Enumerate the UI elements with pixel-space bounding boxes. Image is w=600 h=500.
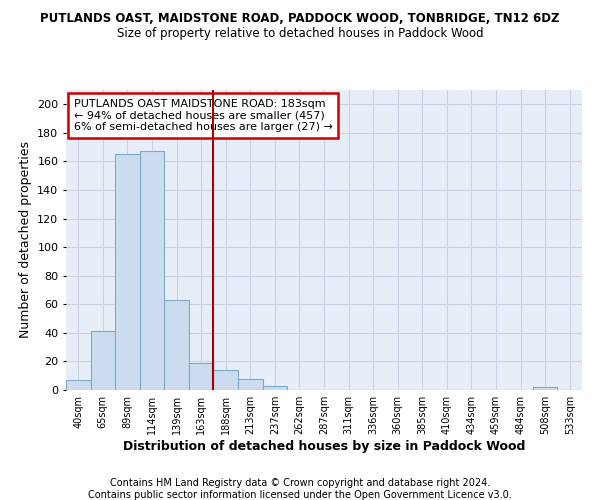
Text: Size of property relative to detached houses in Paddock Wood: Size of property relative to detached ho… bbox=[116, 28, 484, 40]
Bar bbox=[115, 154, 140, 390]
Text: PUTLANDS OAST MAIDSTONE ROAD: 183sqm
← 94% of detached houses are smaller (457)
: PUTLANDS OAST MAIDSTONE ROAD: 183sqm ← 9… bbox=[74, 99, 332, 132]
Y-axis label: Number of detached properties: Number of detached properties bbox=[19, 142, 32, 338]
Text: PUTLANDS OAST, MAIDSTONE ROAD, PADDOCK WOOD, TONBRIDGE, TN12 6DZ: PUTLANDS OAST, MAIDSTONE ROAD, PADDOCK W… bbox=[40, 12, 560, 26]
Bar bbox=[66, 380, 91, 390]
Text: Contains HM Land Registry data © Crown copyright and database right 2024.: Contains HM Land Registry data © Crown c… bbox=[110, 478, 490, 488]
Bar bbox=[91, 332, 115, 390]
Bar bbox=[164, 300, 189, 390]
Bar bbox=[238, 378, 263, 390]
Bar bbox=[214, 370, 238, 390]
Bar bbox=[263, 386, 287, 390]
Bar bbox=[189, 363, 214, 390]
Text: Contains public sector information licensed under the Open Government Licence v3: Contains public sector information licen… bbox=[88, 490, 512, 500]
Bar bbox=[140, 152, 164, 390]
Bar bbox=[533, 387, 557, 390]
X-axis label: Distribution of detached houses by size in Paddock Wood: Distribution of detached houses by size … bbox=[123, 440, 525, 453]
